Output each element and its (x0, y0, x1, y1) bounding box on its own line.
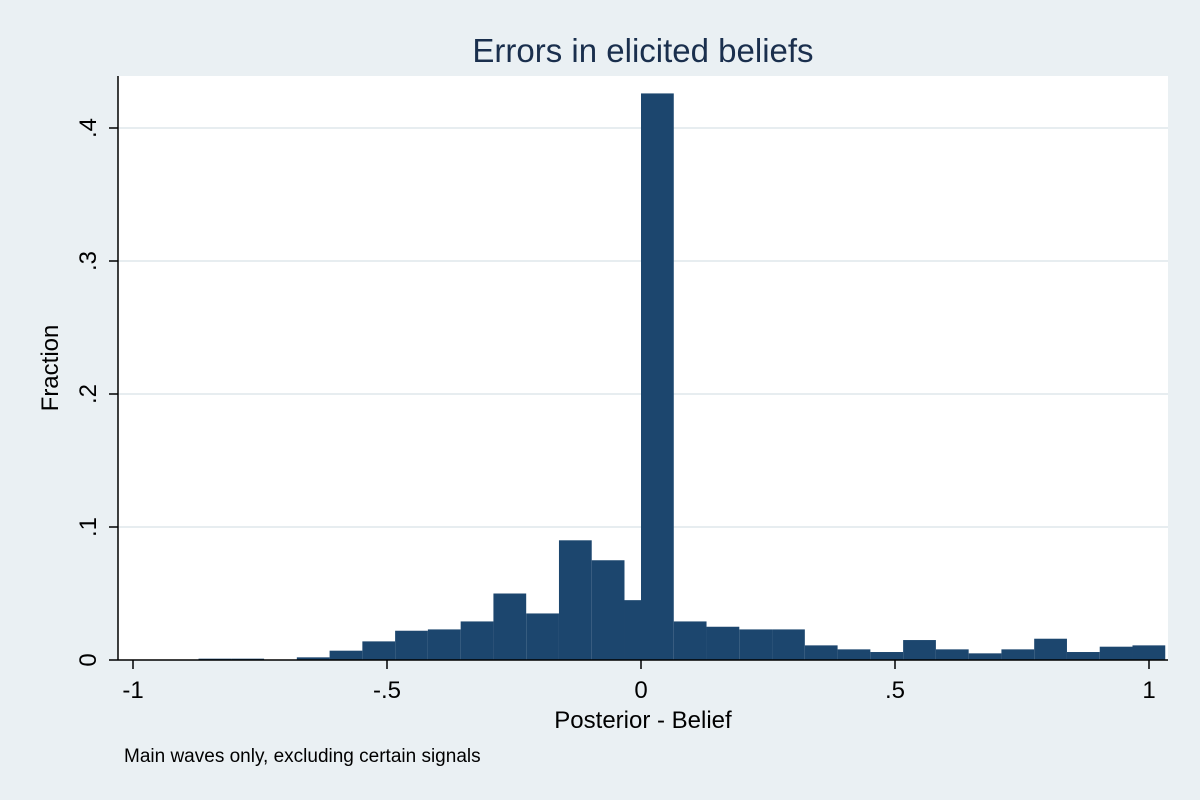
histogram-bar (362, 641, 396, 660)
histogram-bar (804, 645, 838, 660)
histogram-bar (673, 621, 707, 660)
x-tick-label: 0 (634, 677, 647, 704)
histogram-bar (427, 629, 461, 660)
y-tick-label: .4 (75, 118, 102, 138)
y-ticks: 0 .1 .2 .3 .4 (75, 118, 118, 667)
y-tick-label: .1 (75, 517, 102, 537)
y-tick-label: .3 (75, 251, 102, 271)
x-tick-label: 1 (1142, 677, 1155, 704)
histogram-bar (591, 560, 625, 660)
histogram-bar (739, 629, 773, 660)
histogram-bar (1099, 646, 1133, 660)
y-axis-label: Fraction (37, 325, 64, 412)
histogram-bar (296, 657, 330, 660)
histogram-bar (870, 652, 904, 660)
histogram-bar (903, 640, 936, 660)
y-tick-label: .2 (75, 384, 102, 404)
histogram-bar (641, 93, 674, 661)
histogram-bar (837, 649, 871, 660)
bars (198, 93, 1166, 661)
histogram-bar (558, 540, 592, 660)
chart-title: Errors in elicited beliefs (472, 32, 813, 69)
histogram-bar (968, 653, 1002, 660)
histogram-bar (526, 613, 559, 660)
histogram-bar (493, 593, 527, 660)
axes (117, 76, 1168, 661)
histogram-bar (329, 650, 363, 660)
x-tick-label: -1 (122, 677, 143, 704)
histogram-bar (1132, 645, 1166, 660)
histogram-bar (460, 621, 494, 660)
histogram-bar (772, 629, 805, 660)
histogram-bar (1001, 649, 1035, 660)
histogram-bar (395, 630, 428, 660)
histogram-bar (935, 649, 969, 660)
chart-note: Main waves only, excluding certain signa… (124, 746, 481, 767)
histogram-bar (1034, 638, 1067, 660)
histogram-bar (1066, 652, 1100, 660)
x-ticks: -1 -.5 0 .5 1 (122, 660, 1156, 704)
histogram-bar (706, 626, 740, 660)
y-tick-label: 0 (75, 653, 102, 666)
x-tick-label: -.5 (373, 677, 401, 704)
x-tick-label: .5 (885, 677, 905, 704)
x-axis-label: Posterior - Belief (554, 707, 732, 734)
